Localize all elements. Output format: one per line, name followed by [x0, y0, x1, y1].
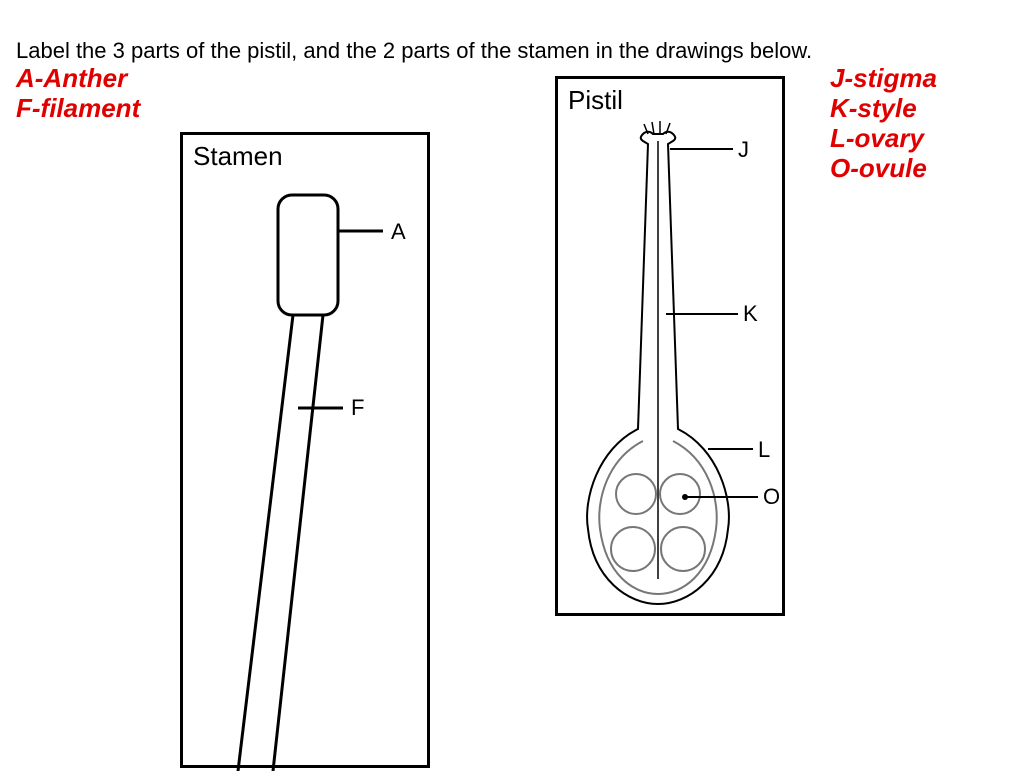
- answers-left: A-Anther F-filament: [16, 64, 140, 124]
- answer-k: K-style: [830, 94, 937, 124]
- instruction-text: Label the 3 parts of the pistil, and the…: [16, 38, 812, 64]
- stamen-diagram: Stamen A F: [180, 132, 430, 768]
- label-l: L: [758, 437, 770, 463]
- leader-o-dot: [682, 494, 688, 500]
- label-a: A: [391, 219, 406, 245]
- anther-shape: [278, 195, 338, 315]
- filament-line-right: [273, 315, 323, 771]
- label-j: J: [738, 137, 749, 163]
- label-k: K: [743, 301, 758, 327]
- filament-line-left: [238, 315, 293, 771]
- answer-a: A-Anther: [16, 64, 140, 94]
- answer-j: J-stigma: [830, 64, 937, 94]
- label-o: O: [763, 484, 780, 510]
- label-f: F: [351, 395, 364, 421]
- answers-right: J-stigma K-style L-ovary O-ovule: [830, 64, 937, 184]
- pistil-svg: [558, 79, 788, 619]
- answer-l: L-ovary: [830, 124, 937, 154]
- pistil-diagram: Pistil J K L O: [555, 76, 785, 616]
- answer-o: O-ovule: [830, 154, 937, 184]
- answer-f: F-filament: [16, 94, 140, 124]
